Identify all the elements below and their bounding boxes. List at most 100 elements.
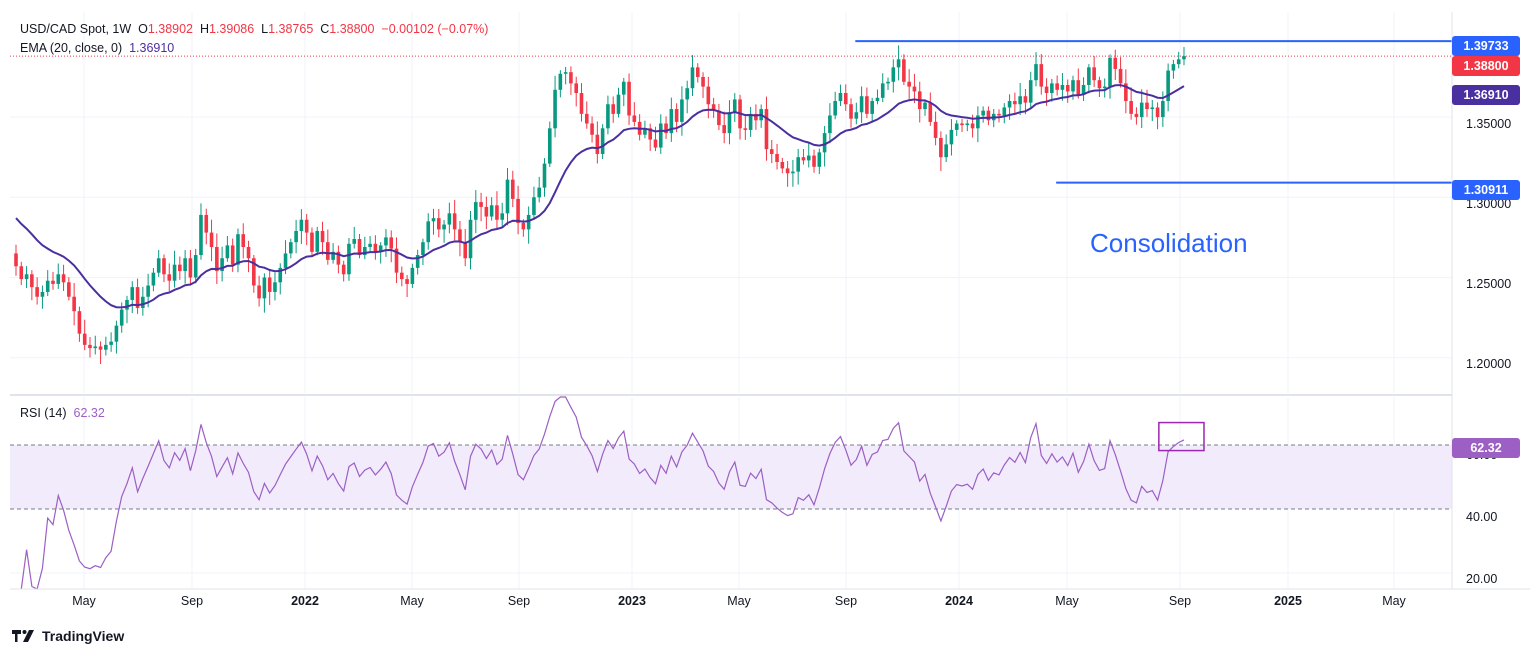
candle-body	[669, 109, 674, 134]
candle-body	[1176, 59, 1181, 65]
candle-body	[1018, 96, 1022, 105]
ema-label: EMA (20, close, 0)	[20, 41, 123, 55]
candle-body	[1166, 70, 1170, 102]
candle-body	[114, 325, 119, 342]
candle-body	[452, 213, 457, 230]
candle-body	[849, 104, 853, 119]
candle-body	[1092, 67, 1096, 81]
candle-body	[775, 153, 779, 162]
candle-body	[283, 253, 288, 268]
candle-body	[447, 213, 452, 225]
candle-body	[125, 299, 129, 310]
ema-legend[interactable]: EMA (20, close, 0) 1.36910	[20, 41, 174, 55]
candle-body	[997, 113, 1001, 116]
candle-body	[389, 237, 394, 249]
candle-body	[495, 205, 499, 220]
symbol-line: USD/CAD Spot, 1W	[20, 22, 132, 36]
candle-body	[960, 123, 964, 126]
candle-body	[653, 139, 658, 148]
candle-body	[986, 110, 991, 121]
low-label: L	[261, 22, 269, 36]
candle-body	[331, 251, 335, 260]
candle-body	[410, 267, 415, 284]
candle-body	[933, 121, 938, 138]
candle-body	[796, 157, 800, 172]
last-price-tag: 1.38800	[1452, 56, 1520, 76]
candle-body	[685, 88, 689, 100]
horizontal-levels[interactable]	[10, 40, 1452, 184]
candle-body	[61, 274, 66, 283]
high-value: 1.39086	[209, 22, 255, 36]
candle-body	[949, 129, 954, 145]
candle-body	[505, 179, 510, 214]
candle-body	[516, 198, 520, 223]
candle-body	[24, 274, 29, 280]
candle-body	[178, 264, 182, 272]
candle-body	[363, 247, 367, 256]
candle-body	[384, 237, 388, 246]
ema-line[interactable]	[15, 84, 1185, 309]
candle-body	[77, 311, 82, 334]
candle-body	[193, 255, 198, 278]
candlestick-series[interactable]	[14, 45, 1186, 364]
candle-body	[30, 274, 34, 288]
candle-body	[981, 110, 985, 116]
candle-body	[880, 83, 885, 98]
candle-body	[674, 109, 679, 122]
candle-body	[658, 123, 663, 148]
x-tick-2022: 2022	[291, 594, 319, 608]
candle-body	[690, 67, 695, 89]
candle-body	[14, 253, 18, 267]
candle-body	[584, 113, 589, 124]
candle-body	[722, 125, 726, 134]
x-tick-may-2024: May	[1055, 594, 1079, 608]
candle-body	[415, 255, 420, 268]
candle-body	[902, 59, 906, 82]
candle-body	[278, 267, 283, 283]
candle-body	[510, 179, 515, 199]
candle-body	[553, 89, 557, 129]
candle-body	[854, 112, 859, 119]
candle-body	[859, 96, 864, 113]
candle-body	[458, 229, 462, 243]
candle-body	[336, 251, 341, 265]
candle-body	[606, 104, 610, 129]
candle-body	[537, 187, 542, 198]
candle-body	[130, 287, 135, 300]
candle-body	[727, 112, 732, 134]
candle-body	[489, 205, 494, 217]
rsi-legend[interactable]: RSI (14) 62.32	[20, 406, 105, 420]
candle-body	[643, 128, 647, 135]
candle-body	[532, 197, 536, 215]
rsi-line[interactable]	[20, 396, 1185, 590]
candle-body	[1034, 64, 1038, 81]
rsi-value-tag: 62.32	[1452, 438, 1520, 458]
candle-body	[257, 285, 261, 299]
tradingview-footer[interactable]: TradingView	[12, 628, 124, 644]
candle-body	[421, 242, 425, 256]
candle-body	[1023, 96, 1028, 103]
open-value: 1.38902	[147, 22, 194, 36]
candle-body	[352, 238, 357, 244]
candle-body	[870, 101, 874, 114]
candle-body	[828, 115, 832, 134]
x-tick-may-2025: May	[1382, 594, 1406, 608]
candle-body	[209, 232, 214, 248]
candle-body	[595, 134, 600, 154]
candle-body	[500, 213, 505, 220]
y-tick-1-20: 1.20000	[1466, 357, 1512, 371]
candle-body	[558, 73, 563, 90]
candle-body	[886, 81, 890, 84]
candle-body	[156, 258, 161, 273]
candle-body	[611, 104, 616, 114]
candle-body	[1155, 107, 1160, 118]
candle-body	[162, 258, 166, 275]
candle-body	[1145, 102, 1149, 110]
candle-body	[1050, 83, 1054, 94]
candle-body	[547, 128, 552, 164]
candle-body	[780, 161, 785, 169]
candle-body	[82, 333, 87, 345]
candle-body	[172, 264, 177, 281]
candle-body	[569, 72, 573, 84]
